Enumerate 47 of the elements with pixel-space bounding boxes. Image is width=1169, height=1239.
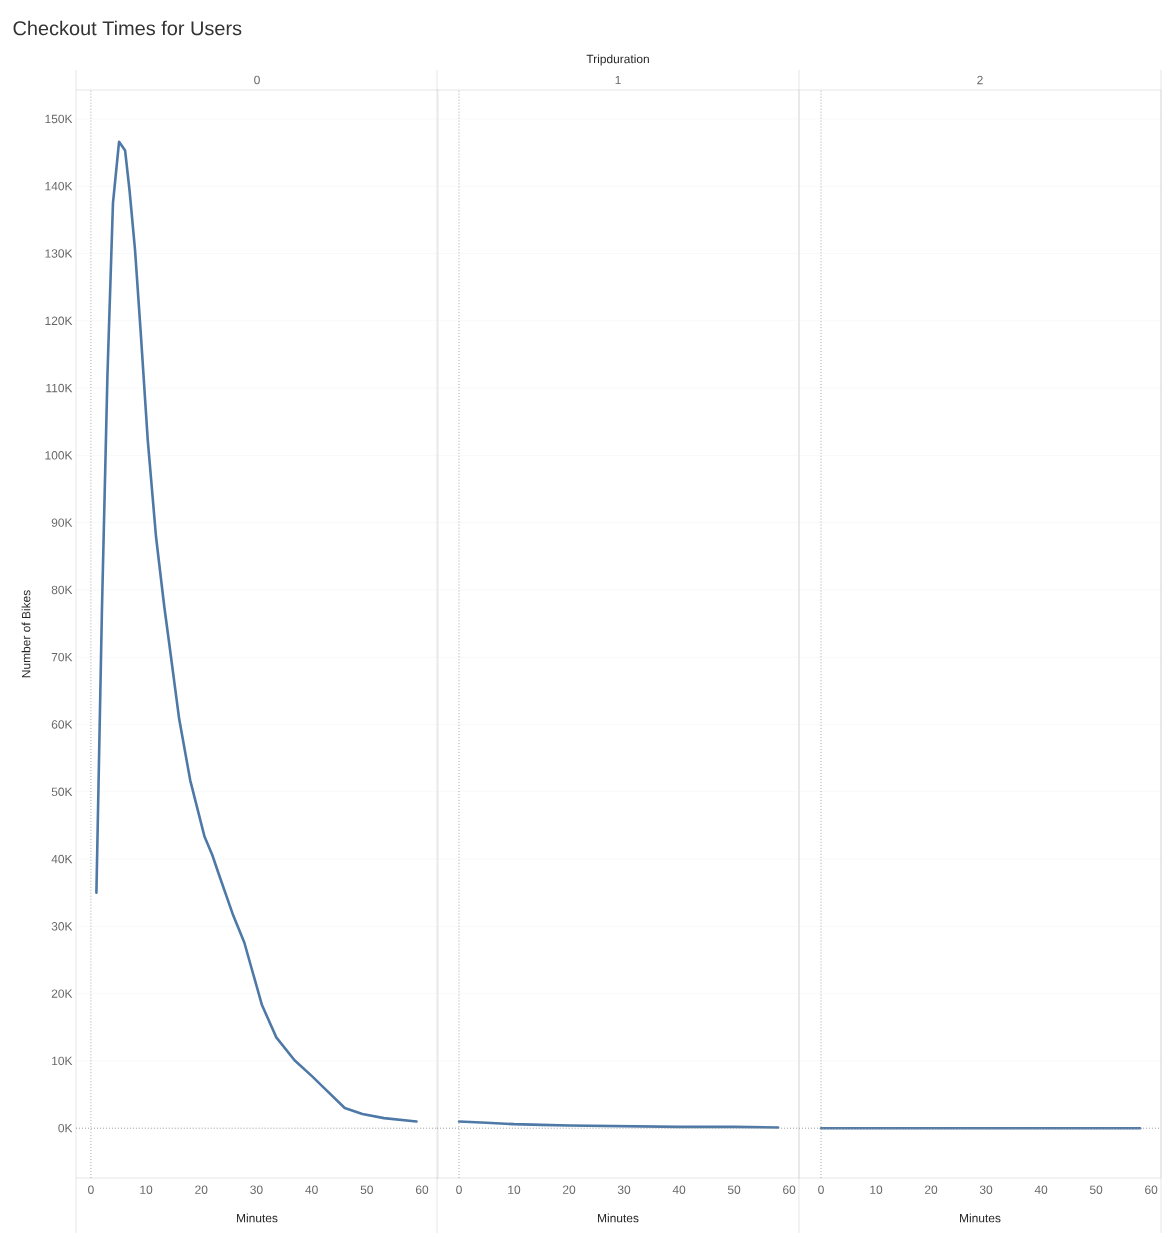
x-tick-label: 60 — [783, 1185, 796, 1194]
y-tick-label: 0K — [58, 1123, 73, 1133]
x-tick-label: 20 — [562, 1185, 576, 1194]
x-tick-label: 60 — [1145, 1185, 1158, 1194]
y-tick-label: 140K — [45, 181, 73, 191]
x-tick-label: 40 — [305, 1185, 318, 1194]
x-tick-label: 10 — [140, 1185, 153, 1194]
chart-subtitle: 0 — [254, 75, 260, 85]
y-axis-title: Number of Bikes — [21, 590, 31, 678]
y-tick-label: 20K — [51, 989, 73, 998]
y-tick-label: 130K — [45, 249, 73, 258]
x-tick-label: 40 — [672, 1185, 686, 1194]
y-tick-label: 10K — [52, 1056, 73, 1066]
y-tick-label: 150K — [45, 114, 73, 124]
x-axis-title: Minutes — [960, 1213, 1001, 1223]
x-tick-label: 20 — [195, 1185, 208, 1194]
x-tick-label: 40 — [1034, 1185, 1048, 1194]
x-tick-label: 30 — [979, 1185, 993, 1194]
x-tick-label: 30 — [617, 1185, 631, 1194]
x-tick-label: 50 — [1089, 1185, 1103, 1194]
x-tick-label: 0 — [88, 1185, 94, 1194]
x-tick-label: 50 — [360, 1185, 373, 1194]
x-tick-label: 10 — [508, 1185, 521, 1194]
y-tick-label: 90K — [51, 518, 73, 527]
x-tick-label: 0 — [818, 1185, 824, 1194]
y-tick-label: 80K — [51, 585, 73, 595]
x-tick-label: 20 — [924, 1185, 938, 1194]
x-axis-title: Minutes — [237, 1213, 278, 1223]
x-tick-label: 0 — [456, 1185, 462, 1194]
x-axis-title: Minutes — [598, 1213, 639, 1223]
x-tick-label: 10 — [870, 1185, 883, 1194]
x-tick-label: 30 — [250, 1185, 263, 1194]
y-tick-label: 60K — [51, 720, 73, 729]
y-tick-label: 70K — [51, 652, 73, 662]
y-tick-label: 50K — [51, 787, 73, 796]
x-tick-label: 50 — [727, 1185, 741, 1194]
y-tick-label: 40K — [51, 854, 73, 864]
y-tick-label: 120K — [45, 316, 73, 325]
chart-subtitle: 2 — [977, 75, 983, 85]
chart-title: Checkout Times for Users — [13, 20, 242, 36]
y-tick-label: 100K — [45, 451, 73, 460]
y-tick-label: 110K — [46, 383, 73, 393]
chart-subtitle: 1 — [615, 75, 621, 85]
x-tick-label: 60 — [415, 1185, 429, 1194]
text: Tripduration — [586, 54, 649, 66]
y-tick-label: 30K — [51, 922, 73, 931]
line-series — [95, 140, 418, 1123]
